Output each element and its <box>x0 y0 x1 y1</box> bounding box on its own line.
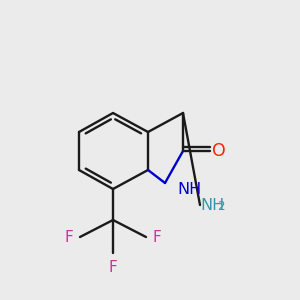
Text: F: F <box>109 260 117 275</box>
Text: O: O <box>212 142 226 160</box>
Text: 2: 2 <box>217 200 224 214</box>
Text: F: F <box>153 230 162 244</box>
Text: NH: NH <box>200 197 224 212</box>
Text: F: F <box>64 230 73 244</box>
Text: NH: NH <box>177 182 201 196</box>
